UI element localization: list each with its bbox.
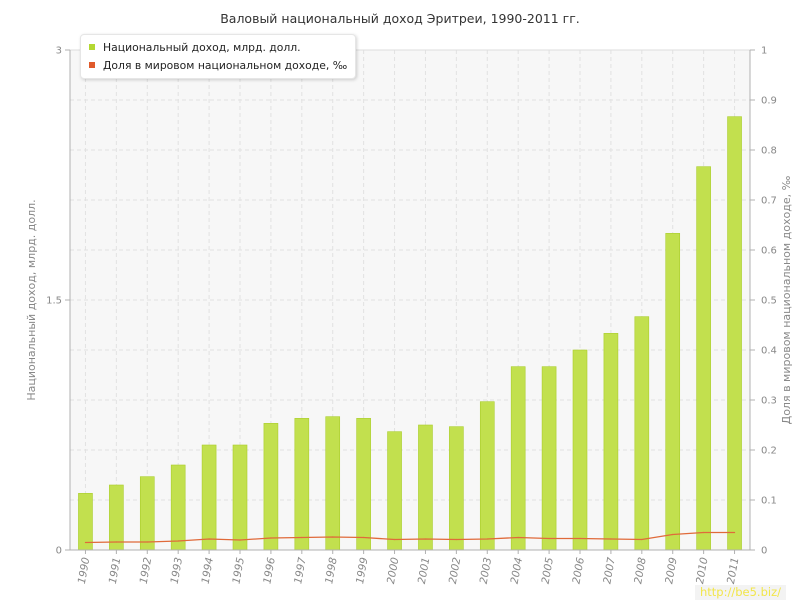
line-point <box>270 537 272 539</box>
bar <box>665 233 681 551</box>
bar <box>170 464 186 551</box>
bar <box>294 418 310 551</box>
bar <box>449 426 464 551</box>
x-tick-label: 1995 <box>230 556 247 585</box>
y-tick-label-right: 0.5 <box>761 296 777 307</box>
line-point <box>486 538 488 540</box>
y-axis-label-right: Доля в мировом национальном доходе, ‰ <box>780 175 793 424</box>
line-point <box>393 538 396 541</box>
x-tick-label: 2005 <box>540 556 557 585</box>
y-tick-label-right: 0.3 <box>761 396 777 407</box>
line-point <box>177 540 179 542</box>
bar <box>479 401 495 551</box>
line-point <box>146 541 148 543</box>
bar <box>109 484 124 551</box>
x-tick-label: 2007 <box>601 556 618 585</box>
x-tick-label: 2008 <box>632 556 649 585</box>
x-tick-label: 2009 <box>663 556 680 585</box>
x-tick-label: 1996 <box>261 556 278 585</box>
line-point <box>548 537 550 540</box>
y-tick-label-right: 0.8 <box>761 146 777 157</box>
y-tick-label-left: 0 <box>56 546 62 557</box>
y-tick-label-right: 0.9 <box>761 96 777 107</box>
line-point <box>424 538 427 540</box>
legend: Национальный доход, млрд. долл. Доля в м… <box>80 34 357 79</box>
line-point <box>455 538 457 541</box>
bar <box>541 366 557 551</box>
line-series <box>84 531 736 544</box>
line-point <box>115 541 117 543</box>
line-point <box>517 536 519 539</box>
bar <box>356 418 371 551</box>
x-tick-label: 1991 <box>107 556 123 584</box>
bar <box>139 476 155 551</box>
bar <box>263 423 279 551</box>
legend-item-share: Доля в мировом национальном доходе, ‰ <box>89 56 347 74</box>
bar <box>696 166 711 551</box>
x-tick-label: 2002 <box>447 556 464 585</box>
legend-item-income: Национальный доход, млрд. долл. <box>89 38 347 56</box>
line-point <box>641 538 643 541</box>
tick-labels: 0 1.5 3 0 0.1 0.2 0.3 0.4 0.5 0.6 0.7 0.8 0.9 1 1990 19… <box>46 46 777 585</box>
line-point <box>332 536 334 538</box>
y-axis-label-left: Национальный доход, млрд. долл. <box>25 199 38 400</box>
x-tick-label: 2001 <box>416 556 432 584</box>
line-point <box>703 531 705 534</box>
y-tick-label-right: 0.6 <box>761 246 777 257</box>
bar <box>634 316 650 551</box>
y-tick-label-right: 0.2 <box>761 446 777 457</box>
x-tick-label: 1990 <box>76 556 93 585</box>
bar <box>201 444 217 551</box>
y-tick-label-right: 0.1 <box>761 496 777 507</box>
x-tick-label: 1997 <box>292 556 309 585</box>
line-share <box>85 531 735 544</box>
x-tick-label: 1998 <box>323 556 340 585</box>
y-tick-label-right: 0.4 <box>761 346 777 357</box>
y-tick-label-right: 0.7 <box>761 196 777 207</box>
line-point <box>579 537 581 540</box>
x-tick-label: 2010 <box>694 556 711 585</box>
y-tick-label-right: 0 <box>761 546 767 557</box>
bar <box>572 349 588 551</box>
line-point <box>672 533 674 536</box>
bar <box>325 416 341 551</box>
line-point <box>301 536 303 539</box>
line-point <box>84 541 87 544</box>
line-point <box>363 536 365 539</box>
y-tick-label-left: 3 <box>56 46 62 57</box>
x-tick-label: 2006 <box>570 556 587 585</box>
x-tick-label: 2003 <box>478 556 494 584</box>
x-tick-label: 1993 <box>169 556 185 584</box>
bar <box>418 424 433 551</box>
bar <box>510 366 526 551</box>
y-tick-label-left: 1.5 <box>46 296 62 307</box>
x-tick-label: 1999 <box>354 556 371 585</box>
bar-series <box>78 116 742 551</box>
x-tick-label: 2000 <box>385 556 402 585</box>
y-tick-label-right: 1 <box>761 46 767 57</box>
legend-swatch-income <box>89 44 95 50</box>
chart-title: Валовый национальный доход Эритреи, 1990… <box>220 11 580 26</box>
x-tick-label: 1994 <box>200 556 216 584</box>
bar <box>603 333 619 551</box>
line-point <box>610 538 612 540</box>
bar <box>727 116 742 551</box>
watermark-link[interactable]: http://be5.biz/ <box>695 585 786 600</box>
legend-label-share: Доля в мировом национальном доходе, ‰ <box>103 58 348 72</box>
line-point <box>733 531 736 534</box>
x-tick-label: 2011 <box>725 556 741 584</box>
line-point <box>208 538 210 540</box>
legend-label-income: Национальный доход, млрд. долл. <box>103 40 301 54</box>
bar <box>387 431 402 551</box>
bar <box>232 444 248 551</box>
bar <box>78 493 93 551</box>
legend-swatch-share <box>89 62 95 68</box>
x-tick-label: 1992 <box>138 556 155 585</box>
line-point <box>239 539 241 541</box>
x-tick-label: 2004 <box>509 556 525 584</box>
